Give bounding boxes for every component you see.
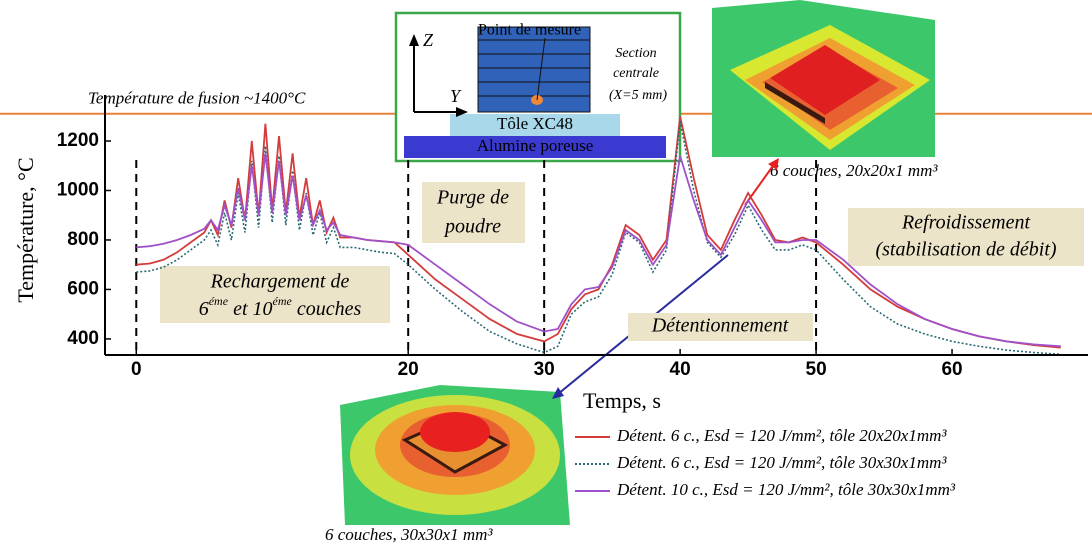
y-tick-label: 1000 [57, 180, 99, 201]
x-tick-label: 40 [670, 359, 691, 380]
annotation: Rechargement de [210, 271, 350, 293]
annotation-part: couches [292, 298, 362, 320]
x-tick-label: 20 [398, 359, 419, 380]
annotation-box [422, 182, 525, 243]
annotation: Refroidissement [901, 212, 1031, 234]
annotation: (stabilisation de débit) [875, 239, 1056, 261]
y-tick-label: 1200 [57, 130, 99, 151]
series-line [136, 121, 1061, 354]
annotation: Purge de [436, 187, 509, 209]
series-line [136, 153, 1061, 348]
arrow-head [768, 158, 779, 170]
inset-diagram: Z Y Point de mesure Section centrale (X=… [394, 11, 682, 163]
annotation: poudre [443, 216, 501, 238]
point-label: Point de mesure [478, 22, 581, 39]
heatmap-image [712, 0, 935, 157]
annotation: Détentionnement [651, 315, 789, 337]
heatmap-image [340, 385, 570, 525]
legend-label: Détent. 6 c., Esd = 120 J/mm², tôle 20x2… [616, 426, 947, 445]
annotation-sup: éme [209, 294, 229, 308]
y-tick-label: 400 [67, 328, 99, 349]
base-label: Alumine poreuse [477, 136, 594, 155]
section-label: Section [615, 46, 656, 61]
x-tick-label: 60 [941, 359, 962, 380]
legend-label: Détent. 10 c., Esd = 120 J/mm², tôle 30x… [616, 480, 956, 499]
section-label: centrale [613, 66, 659, 81]
legend-label: Détent. 6 c., Esd = 120 J/mm², tôle 30x3… [616, 453, 947, 472]
axis-y: Y [450, 86, 462, 106]
section-label: (X=5 mm) [609, 88, 667, 103]
y-axis-label: Température, °C [13, 157, 38, 302]
annotation-box [160, 266, 390, 323]
y-tick-label: 600 [67, 278, 99, 299]
arrow [744, 162, 776, 206]
caption: 6 couches, 30x30x1 mm³ [325, 525, 493, 544]
arrow-head [552, 387, 564, 399]
caption: 6 couches, 20x20x1 mm³ [770, 161, 938, 180]
annotation-part: 6 [199, 298, 209, 320]
sheet-label: Tôle XC48 [497, 114, 573, 133]
fusion-label: Température de fusion ~1400°C [88, 89, 306, 108]
annotation-box [628, 313, 813, 341]
annotation-box [848, 208, 1084, 266]
x-tick-label: 50 [806, 359, 827, 380]
y-tick-label: 800 [67, 229, 99, 250]
annotation: 6éme et 10éme couches [199, 294, 362, 320]
axis-z: Z [423, 30, 434, 50]
x-axis-label: Temps, s [583, 388, 661, 413]
x-tick-label: 30 [534, 359, 555, 380]
x-tick-label: 0 [131, 359, 142, 380]
annotation-sup: éme [273, 294, 293, 308]
annotation-part: et 10 [228, 298, 272, 320]
